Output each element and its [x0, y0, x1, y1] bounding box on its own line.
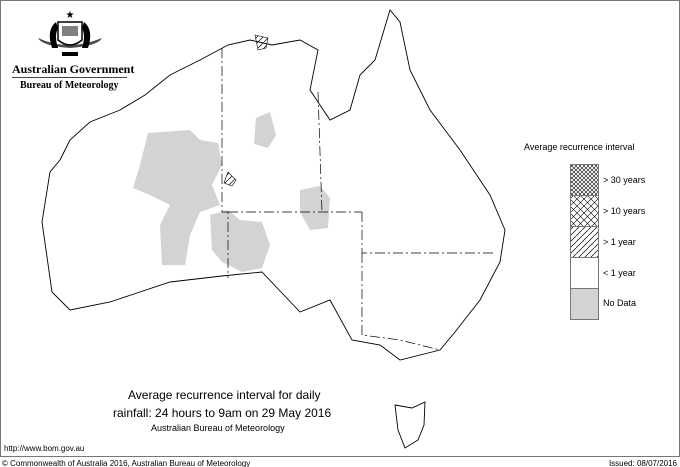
- legend-swatch-lt1yr: [570, 257, 599, 289]
- state-borders: [221, 48, 495, 351]
- map-title-source: Australian Bureau of Meteorology: [151, 423, 285, 433]
- website-link[interactable]: http://www.bom.gov.au: [4, 444, 85, 453]
- no-data-region: [254, 112, 276, 148]
- svg-text:★: ★: [66, 10, 75, 21]
- government-name: Australian Government: [12, 62, 135, 76]
- agency-name: Bureau of Meteorology: [20, 80, 119, 91]
- legend-label: > 1 year: [603, 237, 636, 247]
- border-wa: [221, 48, 229, 278]
- mainland-coastline: [41, 9, 506, 361]
- legend-swatch-10yr: [570, 195, 599, 227]
- legend-swatch-nodata: [570, 288, 599, 320]
- map-title-line1: Average recurrence interval for daily: [128, 388, 321, 402]
- no-data-region: [133, 130, 222, 265]
- coat-of-arms-logo: ★: [8, 8, 132, 68]
- logo-divider: [12, 77, 127, 78]
- no-data-region: [210, 210, 270, 272]
- tasmania-coastline: [394, 401, 426, 449]
- no-data-region: [300, 186, 330, 230]
- legend-swatch-1yr: [570, 226, 599, 258]
- no-data-regions: [133, 112, 330, 272]
- australia-map: [41, 9, 506, 449]
- legend-label: No Data: [603, 298, 637, 308]
- map-title-line2: rainfall: 24 hours to 9am on 29 May 2016: [113, 406, 332, 420]
- border-sa-nsw-vic: [361, 253, 441, 351]
- copyright: © Commonwealth of Australia 2016, Austra…: [2, 459, 251, 467]
- exceedance-region: [223, 171, 237, 187]
- issued-date: Issued: 08/07/2016: [608, 459, 677, 467]
- legend-label: < 1 year: [603, 268, 636, 278]
- legend-label: > 10 years: [603, 206, 646, 216]
- legend-label: > 30 years: [603, 175, 646, 185]
- legend-swatches: [570, 164, 599, 320]
- border-qld-sa-nsw: [361, 212, 495, 254]
- border-nt-qld: [317, 91, 323, 213]
- legend-swatch-30yr: [570, 164, 599, 196]
- legend-title: Average recurrence interval: [524, 142, 635, 152]
